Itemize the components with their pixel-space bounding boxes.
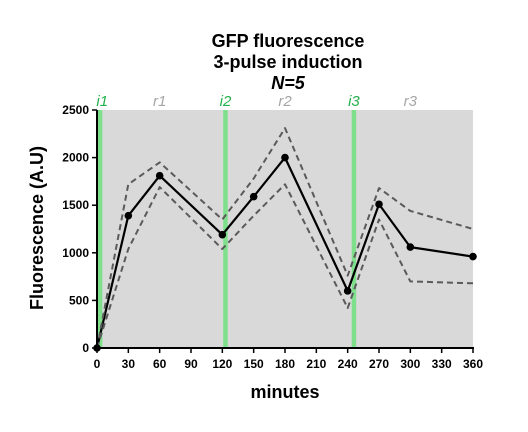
x-tick-label: 30 <box>122 357 136 371</box>
pulse-label-r1: r1 <box>153 93 166 110</box>
tick-labels: 0 500 1000 1500 2000 2500 0 30 60 90 120 150 180 210 2… <box>62 103 483 371</box>
pulse-label-i2: i2 <box>220 93 232 110</box>
x-tick-label: 360 <box>463 357 483 371</box>
pulse-label-r2: r2 <box>278 93 292 110</box>
x-tick-label: 0 <box>94 357 101 371</box>
pulse-label-i3: i3 <box>348 93 360 110</box>
y-tick-label: 1000 <box>62 246 89 260</box>
axes <box>92 109 474 353</box>
data-point-2 <box>155 171 164 180</box>
data-point-9 <box>469 252 477 261</box>
y-tick-label: 500 <box>69 293 89 307</box>
x-tick-label: 240 <box>338 357 358 371</box>
data-point-7 <box>375 200 383 209</box>
series-lines <box>95 127 474 349</box>
data-point-5 <box>281 153 289 162</box>
x-tick-label: 300 <box>400 357 420 371</box>
data-point-8 <box>406 243 415 251</box>
x-tick-label: 330 <box>432 357 452 371</box>
pulse-labels: i1 r1 i2 r2 i3 r3 <box>96 93 417 110</box>
data-point-6 <box>343 287 352 295</box>
x-tick-label: 150 <box>244 357 264 371</box>
plot-area <box>97 110 473 348</box>
induction-lines <box>97 110 357 348</box>
pulse-label-i1: i1 <box>96 93 108 110</box>
chart-sample-size: N=5 <box>271 73 306 93</box>
x-tick-label: 210 <box>306 357 326 371</box>
x-tick-label: 60 <box>153 357 167 371</box>
data-point-3 <box>218 230 227 239</box>
x-tick-label: 270 <box>369 357 389 371</box>
y-tick-label: 1500 <box>62 198 89 212</box>
dashed-series-line-1 <box>96 127 474 349</box>
y-tick-label: 2500 <box>62 103 89 117</box>
y-tick-label: 0 <box>82 341 89 355</box>
chart-title: GFP fluorescence <box>212 31 365 51</box>
x-tick-label: 180 <box>275 357 295 371</box>
chart-subtitle: 3-pulse induction <box>213 52 362 72</box>
x-axis-label: minutes <box>250 382 319 402</box>
x-tick-label: 120 <box>212 357 232 371</box>
mean-series-line <box>95 156 474 349</box>
data-point-1 <box>124 211 133 220</box>
data-point-4 <box>249 192 258 201</box>
pulse-label-r3: r3 <box>404 93 418 110</box>
y-tick-label: 2000 <box>62 151 89 165</box>
y-axis-label: Fluorescence (A.U) <box>27 146 47 310</box>
x-tick-label: 90 <box>184 357 198 371</box>
